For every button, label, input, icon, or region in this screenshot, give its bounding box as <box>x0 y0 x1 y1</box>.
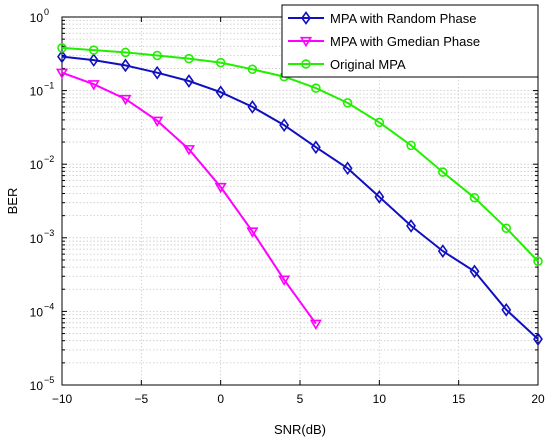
data-point <box>88 45 99 55</box>
y-tick-label: 10 <box>30 158 44 172</box>
y-axis-title: BER <box>5 188 20 215</box>
data-point <box>152 65 163 80</box>
data-point <box>310 140 321 155</box>
data-point <box>120 47 131 58</box>
axis-titles: SNR(dB) BER <box>5 188 326 437</box>
x-axis-title: SNR(dB) <box>274 422 326 437</box>
data-point <box>501 302 512 317</box>
y-tick-exponent: −2 <box>44 154 54 164</box>
legend-item: MPA with Gmedian Phase <box>288 34 480 49</box>
legend-item: Original MPA <box>288 57 406 72</box>
data-point <box>374 117 385 128</box>
data-point <box>55 68 69 79</box>
y-tick-label: 10 <box>30 379 44 393</box>
x-tick-label: −5 <box>134 392 148 406</box>
data-point <box>151 116 164 127</box>
series-2 <box>55 68 322 330</box>
series-line <box>61 55 539 340</box>
data-point <box>87 80 100 91</box>
series-line <box>61 46 539 262</box>
data-point <box>184 53 194 64</box>
data-point <box>438 167 448 177</box>
x-tick-label: 5 <box>297 392 304 406</box>
legend-box <box>281 4 539 78</box>
legend-item: MPA with Random Phase <box>288 11 476 26</box>
data-point <box>437 244 448 258</box>
y-tick-label: 10 <box>30 305 44 319</box>
data-point <box>88 53 99 67</box>
x-tick-label: 15 <box>452 392 466 406</box>
data-point <box>374 189 385 204</box>
data-point <box>183 74 194 88</box>
y-tick-label: 10 <box>30 85 44 99</box>
legend-label: MPA with Gmedian Phase <box>330 34 480 49</box>
x-tick-label: −10 <box>52 392 73 406</box>
series-1 <box>57 49 543 346</box>
data-point <box>214 182 227 194</box>
data-point <box>215 85 226 100</box>
data-point <box>469 264 480 279</box>
data-point <box>182 145 196 156</box>
y-tick-exponent: −1 <box>44 81 54 91</box>
data-point <box>469 192 480 203</box>
data-point <box>152 50 162 61</box>
data-point <box>247 100 258 114</box>
data-point <box>311 83 321 93</box>
data-point <box>533 256 543 267</box>
y-tick-label: 10 <box>30 232 44 246</box>
legend: MPA with Random Phase MPA with Gmedian Ph… <box>281 4 539 78</box>
legend-marker <box>301 11 311 25</box>
series-3 <box>57 43 543 267</box>
data-point <box>57 49 67 64</box>
data-point <box>119 94 132 106</box>
data-point <box>533 332 543 346</box>
x-tick-label: 0 <box>217 392 224 406</box>
data-point <box>501 223 512 233</box>
data-point <box>247 64 258 75</box>
y-tick-exponent: 0 <box>44 7 49 17</box>
data-point <box>279 118 290 132</box>
x-tick-label: 10 <box>373 392 387 406</box>
data-point <box>215 57 226 68</box>
data-point <box>246 227 259 238</box>
y-tick-exponent: −4 <box>44 301 54 311</box>
data-point <box>278 275 291 286</box>
y-tick-exponent: −5 <box>44 375 54 385</box>
legend-label: MPA with Random Phase <box>330 11 476 26</box>
data-point <box>406 219 417 233</box>
series-line <box>61 71 317 325</box>
data-point <box>406 140 416 151</box>
data-point <box>120 58 131 73</box>
data-point <box>57 43 67 53</box>
legend-marker <box>299 36 313 48</box>
data-point <box>342 161 353 176</box>
y-tick-label: 10 <box>30 11 44 25</box>
data-point <box>342 98 353 108</box>
x-tick-label: 20 <box>531 392 545 406</box>
series-layer <box>55 43 543 346</box>
legend-marker <box>301 59 311 69</box>
data-point <box>309 319 322 330</box>
y-tick-exponent: −3 <box>44 228 54 238</box>
legend-label: Original MPA <box>330 57 406 72</box>
